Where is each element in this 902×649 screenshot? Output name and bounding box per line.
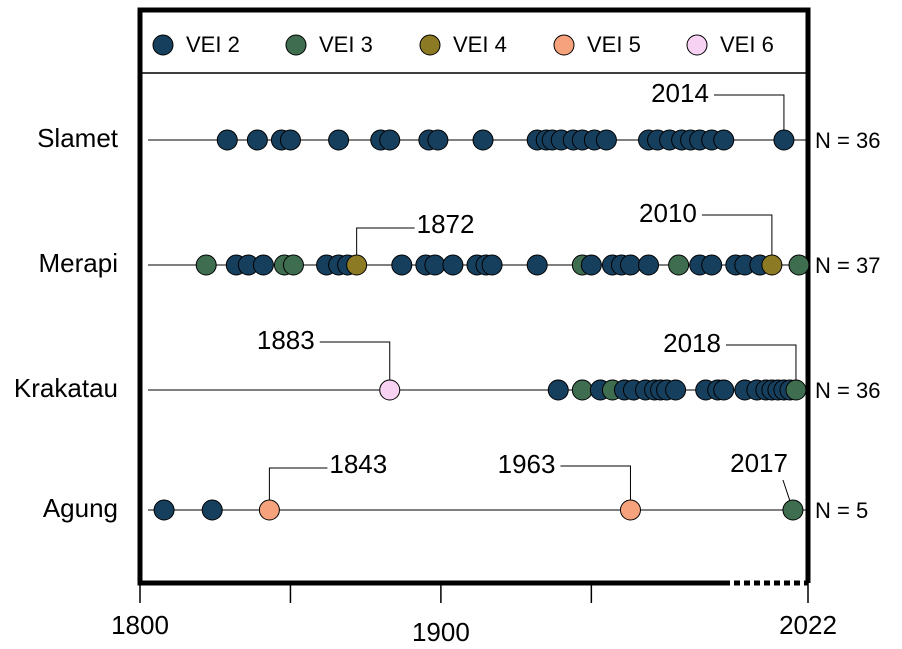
eruption-point (153, 499, 175, 521)
volcano-label: Slamet (37, 123, 119, 153)
annotation-label: 2014 (651, 78, 709, 108)
eruption-point (547, 379, 569, 401)
eruption-point (195, 254, 217, 276)
eruption-point (216, 129, 238, 151)
annotation-leader (713, 94, 785, 140)
eruption-point (258, 499, 280, 521)
eruption-point (379, 379, 401, 401)
legend-marker (152, 34, 174, 56)
count-label: N = 36 (815, 128, 880, 153)
eruption-point (472, 129, 494, 151)
eruption-point (773, 129, 795, 151)
x-tick-label: 1800 (111, 610, 169, 640)
annotation-label: 1883 (257, 325, 315, 355)
x-tick-label: 2022 (779, 610, 837, 640)
annotation-leader (560, 465, 631, 510)
annotation-label: 2017 (730, 448, 788, 478)
eruption-point (201, 499, 223, 521)
eruption-point (785, 379, 807, 401)
volcano-label: Krakatau (14, 373, 118, 403)
legend-label: VEI 5 (587, 32, 641, 57)
eruption-point (619, 254, 641, 276)
legend-label: VEI 2 (186, 32, 240, 57)
legend-marker (419, 34, 441, 56)
annotation-label: 1963 (498, 449, 556, 479)
eruption-point (761, 254, 783, 276)
annotation-label: 1843 (329, 449, 387, 479)
eruption-point (252, 254, 274, 276)
annotation-leader (268, 467, 328, 510)
eruption-point (782, 499, 804, 521)
eruption-point (701, 254, 723, 276)
annotation-leader (319, 341, 391, 390)
legend-marker (686, 34, 708, 56)
eruption-point (788, 254, 810, 276)
eruption-point (442, 254, 464, 276)
legend-marker (285, 34, 307, 56)
annotation-label: 2018 (663, 328, 721, 358)
eruption-point (279, 129, 301, 151)
eruption-point (580, 254, 602, 276)
eruption-point (713, 129, 735, 151)
eruption-point (526, 254, 548, 276)
legend-marker (553, 34, 575, 56)
volcano-label: Agung (43, 493, 118, 523)
annotation-leader (725, 344, 797, 390)
annotation-leader (701, 214, 773, 265)
eruption-point (481, 254, 503, 276)
annotation-leader (356, 227, 415, 265)
eruption-point (391, 254, 413, 276)
volcano-label: Merapi (39, 248, 118, 278)
legend-label: VEI 3 (319, 32, 373, 57)
eruption-point (346, 254, 368, 276)
eruption-point (665, 379, 687, 401)
count-label: N = 37 (815, 253, 880, 278)
annotation-label: 1872 (417, 209, 475, 239)
eruption-point (328, 129, 350, 151)
eruption-point (668, 254, 690, 276)
annotation-label: 2010 (639, 198, 697, 228)
legend-label: VEI 4 (453, 32, 507, 57)
eruption-point (713, 379, 735, 401)
eruption-point (571, 379, 593, 401)
eruption-point (246, 129, 268, 151)
legend-label: VEI 6 (720, 32, 774, 57)
eruption-point (424, 254, 446, 276)
eruption-point (619, 499, 641, 521)
eruption-point (282, 254, 304, 276)
x-tick-label: 1900 (412, 617, 470, 647)
plot-frame (137, 7, 811, 586)
eruption-point (595, 129, 617, 151)
count-label: N = 5 (815, 498, 868, 523)
eruption-point (638, 254, 660, 276)
count-label: N = 36 (815, 378, 880, 403)
eruption-point (427, 129, 449, 151)
eruption-point (379, 129, 401, 151)
